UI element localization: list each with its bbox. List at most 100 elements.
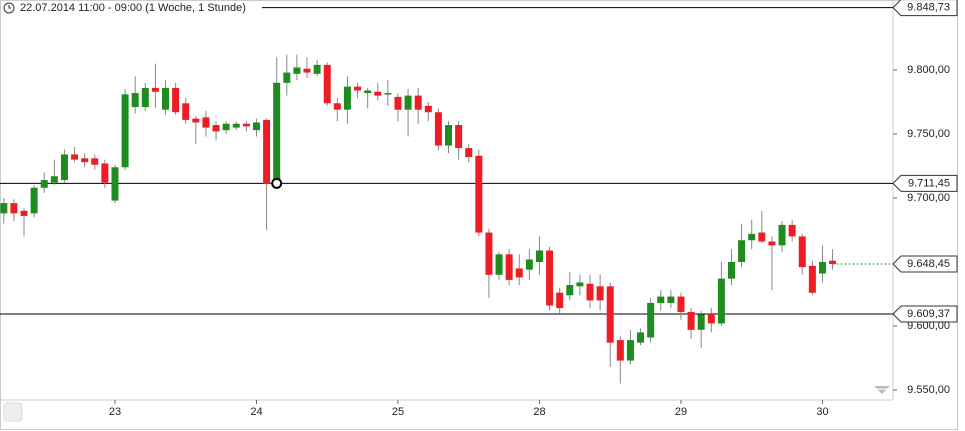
y-tick-label: 9.750,00 — [907, 128, 950, 140]
candle-body — [333, 103, 341, 110]
candle-body — [434, 112, 442, 146]
y-tick-label: 9.550,00 — [907, 384, 950, 396]
candle-body — [0, 203, 8, 214]
candle-body — [515, 268, 523, 278]
candle-body — [101, 163, 109, 183]
candle-body — [596, 286, 604, 301]
candle-body — [20, 210, 28, 216]
chart-title: 22.07.2014 11:00 - 09:00 (1 Woche, 1 Stu… — [20, 2, 246, 14]
candle-body — [616, 340, 624, 361]
candle-body — [263, 119, 271, 184]
candle-body — [232, 123, 240, 128]
candle-body — [475, 155, 483, 233]
candle-body — [111, 167, 119, 201]
candle-body — [758, 232, 766, 242]
candle-body — [60, 154, 68, 181]
candle-body — [707, 313, 715, 324]
candle-body — [182, 103, 190, 120]
candle-body — [414, 95, 422, 110]
candle-body — [242, 123, 250, 127]
x-tick-label: 30 — [816, 406, 828, 418]
candle-body — [172, 87, 180, 113]
candle-body — [323, 64, 331, 104]
candle-body — [495, 254, 503, 275]
candle-body — [485, 232, 493, 275]
x-tick-label: 23 — [109, 406, 121, 418]
candle-body — [10, 203, 18, 214]
candle-body — [667, 296, 675, 303]
candle-body — [81, 158, 89, 163]
candle-body — [131, 93, 139, 108]
candle-body — [222, 123, 230, 131]
price-label-box — [892, 255, 958, 273]
candle-body — [404, 95, 412, 110]
candle-body — [566, 285, 574, 296]
candle-body — [91, 158, 99, 165]
candle-body — [808, 265, 816, 293]
candle-body — [162, 87, 170, 110]
candle-body — [637, 332, 645, 343]
candle-body — [576, 282, 584, 287]
candle-body — [424, 105, 432, 113]
candle-body — [293, 67, 301, 74]
candle-body — [30, 187, 38, 214]
candle-body — [535, 250, 543, 262]
clock-hands — [8, 5, 11, 9]
y-tick-label: 9.700,00 — [907, 192, 950, 204]
candle-body — [717, 278, 725, 324]
candle-body — [465, 148, 473, 158]
candle-body — [687, 311, 695, 330]
candle-body — [192, 118, 200, 123]
candle-body — [343, 86, 351, 110]
candle-body — [677, 296, 685, 312]
candle-body — [788, 224, 796, 237]
candle-body — [384, 93, 392, 95]
candle-body — [121, 94, 129, 168]
level-marker — [271, 177, 283, 189]
y-tick-label: 9.600,00 — [907, 320, 950, 332]
x-tick-label: 28 — [533, 406, 545, 418]
candle-body — [647, 302, 655, 338]
candle-body — [303, 68, 311, 73]
candle-body — [556, 292, 564, 309]
candle-body — [455, 125, 463, 149]
candle-body — [768, 241, 776, 246]
candle-body — [364, 90, 372, 94]
clock-icon — [3, 2, 15, 14]
y-tick-label: 9.800,00 — [907, 64, 950, 76]
candle-body — [546, 250, 554, 306]
candle-body — [283, 72, 291, 83]
candle-body — [151, 87, 159, 92]
candle-body — [40, 180, 48, 188]
collapse-icon[interactable] — [874, 386, 890, 394]
candle-body — [202, 117, 210, 128]
x-tick-label: 25 — [392, 406, 404, 418]
candle-body — [657, 296, 665, 303]
candle-body — [394, 96, 402, 110]
settings-icon[interactable] — [3, 402, 23, 422]
candle-body — [313, 64, 321, 74]
candle-body — [626, 340, 634, 361]
candle-body — [212, 125, 220, 132]
price-label-box — [892, 174, 958, 192]
candle-body — [798, 236, 806, 268]
candle-body — [50, 176, 58, 183]
candle-body — [586, 283, 594, 301]
candle-body — [273, 82, 281, 184]
price-label-box — [892, 0, 958, 17]
candle-body — [252, 122, 260, 131]
candle-body — [778, 224, 786, 246]
x-tick-label: 24 — [250, 406, 262, 418]
price-label: 9.648,45 — [907, 258, 950, 270]
candle-body — [505, 254, 513, 280]
candle-body — [818, 262, 826, 274]
price-label: 9.848,73 — [907, 2, 950, 14]
candle-body — [697, 314, 705, 330]
candle-body — [748, 233, 756, 241]
candle-body — [829, 260, 837, 264]
price-label-box — [892, 305, 958, 323]
candle-body — [738, 240, 746, 262]
